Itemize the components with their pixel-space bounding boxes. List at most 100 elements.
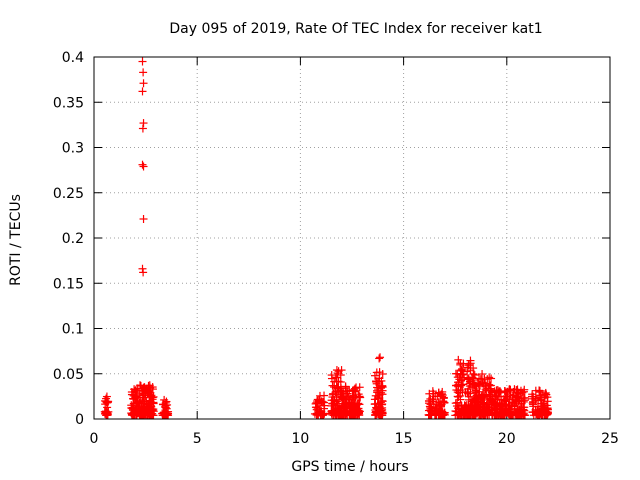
data-point — [470, 380, 479, 389]
data-point — [148, 393, 157, 402]
y-tick-label: 0.3 — [62, 141, 84, 157]
data-point — [463, 363, 472, 372]
data-point — [494, 392, 503, 401]
data-point — [329, 389, 338, 398]
data-point — [463, 387, 472, 396]
y-tick-label: 0 — [75, 412, 84, 428]
data-point — [484, 384, 493, 393]
data-point — [341, 384, 350, 393]
data-point — [142, 399, 151, 408]
data-point — [501, 387, 510, 396]
grid-lines — [94, 57, 610, 419]
data-point — [375, 374, 384, 383]
data-point — [454, 355, 463, 364]
data-point — [435, 411, 444, 420]
data-point — [528, 390, 537, 399]
y-tick-labels: 0 0.05 0.1 0.15 0.2 0.25 0.3 0.35 0.4 — [53, 50, 84, 428]
x-tick-label: 5 — [193, 431, 202, 447]
data-point — [470, 396, 479, 405]
data-point — [481, 379, 490, 388]
data-point — [143, 411, 152, 420]
data-point — [139, 162, 148, 171]
data-point — [430, 406, 439, 415]
data-point — [377, 384, 386, 393]
data-point — [327, 396, 336, 405]
data-point — [426, 400, 435, 409]
data-point — [533, 410, 542, 419]
data-point — [102, 394, 111, 403]
data-point — [493, 386, 502, 395]
y-tick-label: 0.25 — [53, 186, 84, 202]
data-point — [338, 390, 347, 399]
data-point — [434, 388, 443, 397]
data-point — [354, 390, 363, 399]
data-point — [147, 402, 156, 411]
data-point — [138, 87, 147, 96]
data-point — [378, 382, 387, 391]
data-point — [470, 371, 479, 380]
data-point — [476, 397, 485, 406]
y-tick-label: 0.4 — [62, 50, 84, 66]
data-point — [102, 411, 111, 420]
plot-frame — [93, 56, 611, 420]
data-point — [495, 399, 504, 408]
data-point — [139, 68, 148, 77]
data-point — [339, 403, 348, 412]
x-tick-labels: 0 5 10 15 20 25 — [90, 431, 619, 447]
data-point — [160, 409, 169, 418]
data-point — [327, 406, 336, 415]
data-point — [520, 385, 529, 394]
data-point — [454, 388, 463, 397]
data-point — [341, 411, 350, 420]
data-point — [431, 392, 440, 401]
data-point — [332, 377, 341, 386]
data-point — [353, 400, 362, 409]
data-points — [100, 57, 553, 420]
data-point — [492, 405, 501, 414]
data-point — [499, 409, 508, 418]
data-point — [138, 160, 147, 169]
x-tick-label: 25 — [601, 431, 619, 447]
data-point — [478, 370, 487, 379]
data-point — [375, 354, 384, 363]
data-point — [355, 383, 364, 392]
data-point — [505, 385, 514, 394]
data-point — [338, 399, 347, 408]
data-point — [491, 404, 500, 413]
data-point — [376, 408, 385, 417]
data-point — [328, 381, 337, 390]
data-point — [161, 398, 170, 407]
data-point — [513, 408, 522, 417]
chart-title: Day 095 of 2019, Rate Of TEC Index for r… — [169, 21, 542, 37]
data-point — [348, 410, 357, 419]
x-tick-label: 20 — [498, 431, 516, 447]
data-point — [451, 399, 460, 408]
data-point — [438, 392, 447, 401]
data-point — [541, 388, 550, 397]
data-point — [459, 380, 468, 389]
data-point — [136, 381, 145, 390]
data-point — [454, 404, 463, 413]
data-point — [127, 390, 136, 399]
data-point — [506, 390, 515, 399]
data-point — [485, 380, 494, 389]
data-point — [354, 406, 363, 415]
x-tick-label: 15 — [395, 431, 413, 447]
data-point — [516, 386, 525, 395]
data-point — [488, 398, 497, 407]
data-point — [469, 410, 478, 419]
data-point — [138, 57, 147, 66]
data-point — [140, 383, 149, 392]
data-point — [139, 119, 148, 128]
data-point — [376, 398, 385, 407]
data-point — [515, 396, 524, 405]
data-point — [435, 401, 444, 410]
data-point — [128, 411, 137, 420]
data-point — [469, 364, 478, 373]
data-point — [158, 411, 167, 420]
data-point — [460, 373, 469, 382]
data-point — [333, 369, 342, 378]
x-tick-label: 10 — [291, 431, 309, 447]
data-point — [345, 386, 354, 395]
y-tick-label: 0.05 — [53, 367, 84, 383]
